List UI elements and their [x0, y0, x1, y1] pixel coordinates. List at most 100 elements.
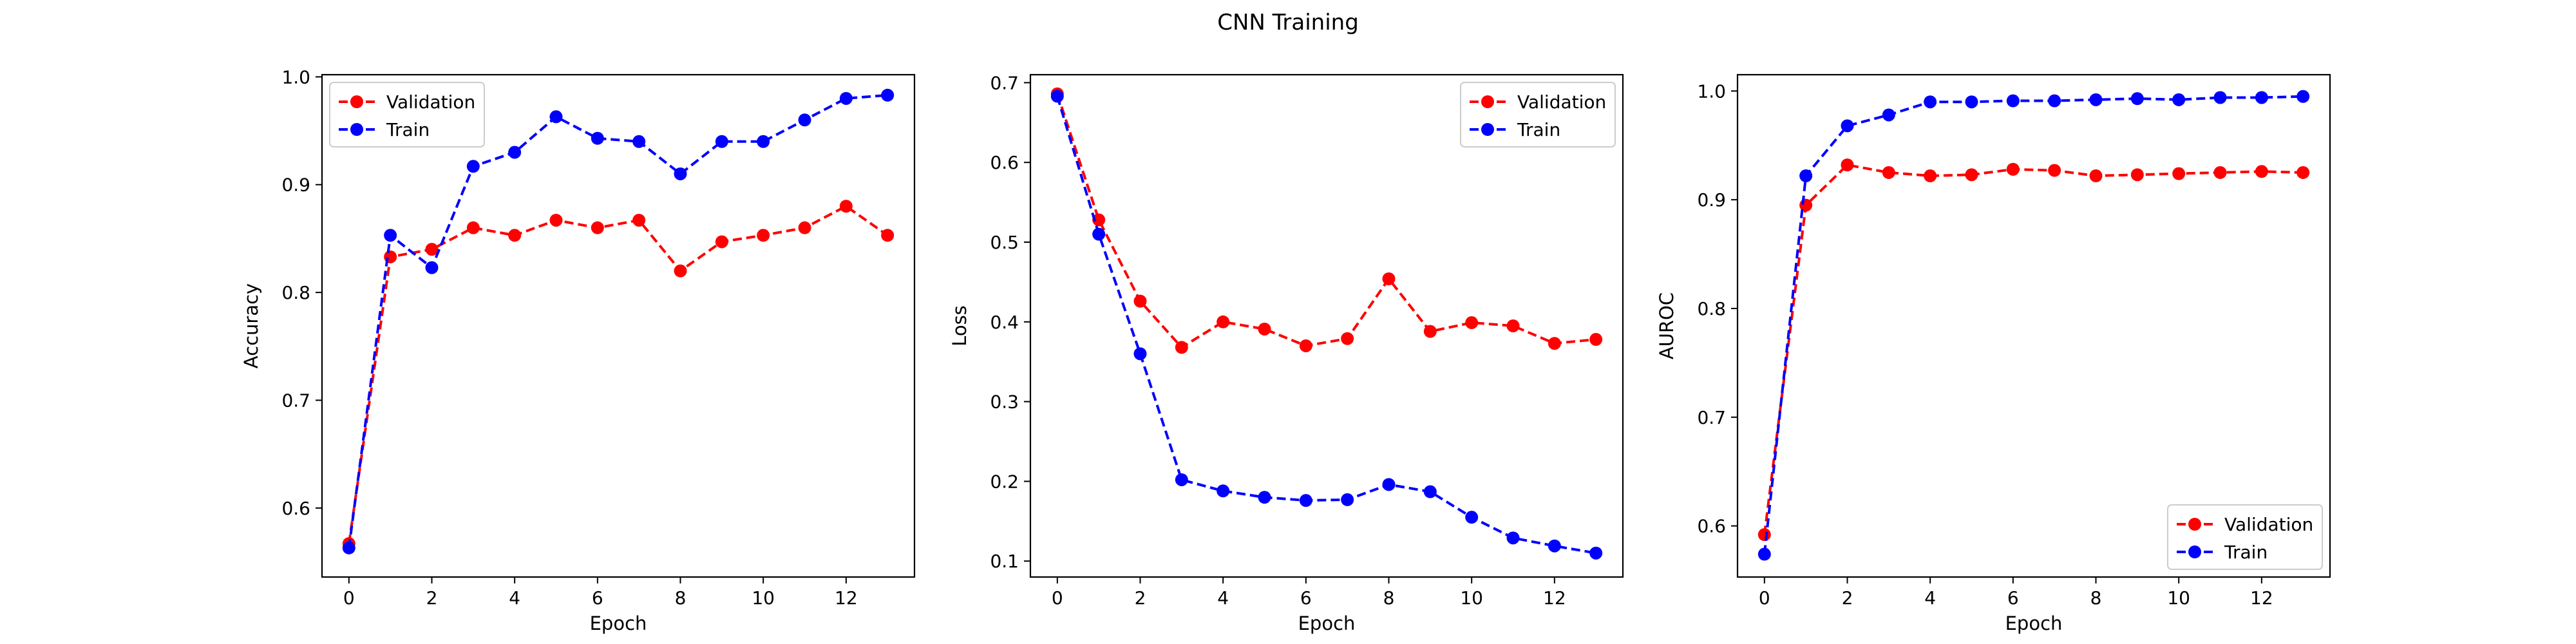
data-point-validation: [2255, 165, 2268, 178]
data-point-validation: [674, 264, 687, 278]
plot-panel-3: 0 2 4 6 8 10 12 0.6 0.7 0.8 0.9 1.0 Epoch AUROC Valida…: [1656, 73, 2331, 634]
plot-panel-2: 0 2 4 6 8 10 12 0.1 0.2 0.3 0.4 0.5 0.6 0.7 Epoch Loss V…: [949, 72, 1624, 634]
y-tick-label: 0.8: [281, 282, 310, 303]
data-point-train: [1258, 491, 1271, 504]
data-point-validation: [2297, 166, 2310, 179]
data-point-validation: [1299, 339, 1312, 352]
y-tick-label: 0.9: [1697, 189, 1726, 211]
data-point-train: [1175, 473, 1188, 486]
series-line-train: [347, 93, 888, 549]
series-line-validation: [1763, 164, 2304, 535]
data-point-validation: [1506, 319, 1520, 332]
data-point-train: [674, 167, 687, 180]
x-tick-label: 10: [2167, 587, 2190, 609]
data-point-train: [342, 541, 355, 554]
data-point-train: [2048, 94, 2061, 108]
axes-frame: [1029, 73, 1624, 578]
data-point-validation: [2006, 162, 2020, 176]
legend-label-validation: Validation: [1517, 91, 1606, 113]
legend-label-train: Train: [1517, 119, 1560, 140]
data-point-validation: [1465, 316, 1479, 330]
data-point-train: [425, 261, 439, 274]
data-point-validation: [591, 221, 604, 234]
data-point-train: [632, 135, 646, 148]
legend-label-train: Train: [2224, 542, 2268, 563]
data-point-train: [508, 146, 522, 159]
y-tick-label: 1.0: [1697, 80, 1726, 102]
y-axis-label: Accuracy: [240, 283, 262, 368]
y-tick-label: 0.3: [990, 392, 1019, 413]
data-point-train: [715, 135, 728, 148]
data-point-validation: [1882, 166, 1895, 179]
x-tick-label: 8: [2090, 587, 2102, 609]
x-tick-label: 10: [752, 587, 775, 609]
data-point-validation: [1382, 272, 1396, 285]
y-tick-label: 0.4: [990, 312, 1019, 333]
data-point-train: [881, 88, 895, 102]
x-tick-label: 8: [1383, 587, 1395, 609]
data-point-train: [1589, 546, 1603, 560]
legend: Validation Train: [2167, 504, 2323, 570]
data-point-validation: [2089, 169, 2103, 183]
series-line-train: [1056, 95, 1596, 554]
y-tick-label: 0.6: [1697, 516, 1726, 537]
data-point-train: [2089, 93, 2103, 106]
legend-label-validation: Validation: [2224, 514, 2313, 535]
legend: Validation Train: [329, 82, 485, 147]
y-axis-label: Loss: [949, 305, 971, 346]
legend: Validation Train: [1460, 82, 1616, 147]
data-point-train: [757, 135, 770, 148]
x-axis-label: Epoch: [590, 612, 647, 634]
y-tick-label: 0.5: [990, 232, 1019, 253]
x-tick-label: 0: [343, 587, 355, 609]
x-tick-label: 2: [1135, 587, 1146, 609]
data-point-validation: [1924, 169, 1937, 183]
data-point-train: [1841, 119, 1854, 133]
data-point-train: [1965, 95, 1978, 109]
x-tick-label: 10: [1460, 587, 1483, 609]
data-point-validation: [1423, 325, 1437, 338]
data-point-validation: [798, 221, 811, 234]
y-axis-label: AUROC: [1656, 292, 1678, 359]
data-point-train: [839, 91, 853, 105]
series-validation: [342, 200, 895, 551]
legend-marker-validation: [350, 95, 363, 108]
data-point-train: [1882, 108, 1895, 122]
figure-title: CNN Training: [1217, 10, 1359, 35]
series-train: [342, 88, 895, 554]
data-point-train: [1133, 347, 1147, 361]
data-point-validation: [549, 213, 563, 227]
data-point-train: [2006, 94, 2020, 108]
legend-marker-train: [2188, 545, 2201, 558]
data-point-validation: [1175, 341, 1188, 354]
x-tick-label: 12: [1543, 587, 1566, 609]
x-tick-label: 0: [1759, 587, 1770, 609]
x-tick-label: 0: [1052, 587, 1063, 609]
data-point-train: [1341, 493, 1354, 506]
data-point-validation: [466, 221, 480, 234]
y-tick-label: 0.9: [281, 175, 310, 196]
x-tick-label: 6: [2007, 587, 2019, 609]
data-point-train: [1924, 95, 1937, 109]
data-point-train: [384, 229, 397, 242]
series-validation: [1757, 158, 2310, 542]
data-point-train: [591, 131, 604, 145]
series-validation: [1050, 87, 1603, 354]
data-point-train: [1548, 539, 1561, 553]
x-tick-label: 2: [426, 587, 438, 609]
legend-marker-train: [350, 123, 363, 136]
data-point-train: [2172, 93, 2186, 106]
plots-container: 0 2 4 6 8 10 12 0.6 0.7 0.8 0.9 1.0 Epoch Accuracy Val…: [240, 66, 2331, 634]
data-point-validation: [2048, 164, 2061, 177]
data-point-train: [466, 160, 480, 173]
legend-marker-train: [1481, 123, 1494, 136]
series-line-validation: [1056, 93, 1596, 349]
data-point-validation: [2130, 168, 2144, 182]
x-tick-label: 4: [509, 587, 520, 609]
data-point-train: [2297, 90, 2310, 103]
x-tick-label: 4: [1217, 587, 1229, 609]
data-point-train: [1050, 90, 1064, 103]
legend-label-validation: Validation: [386, 91, 475, 113]
data-point-train: [2130, 92, 2144, 106]
